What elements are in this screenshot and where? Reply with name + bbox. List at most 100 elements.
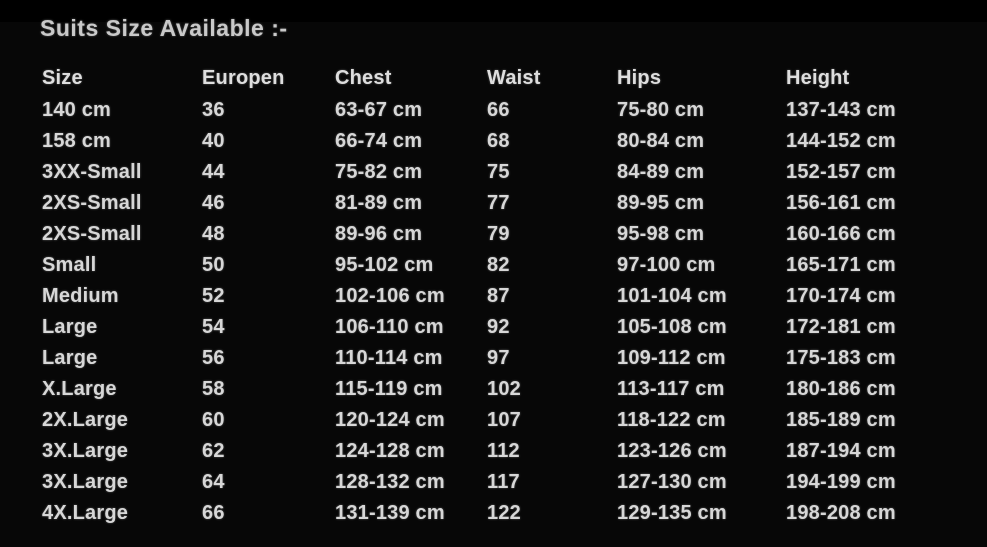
table-cell: 185-189 cm [786,409,896,431]
table-cell: 58 [202,378,225,400]
header-cell: Waist [487,67,541,89]
table-cell: 152-157 cm [786,161,896,183]
table-cell: 158 cm [42,130,112,152]
table-cell: 40 [202,130,225,152]
table-cell: 77 [487,192,510,214]
size-table: Size Europen Chest Waist Hips Height 140 cm 36… [0,62,987,529]
table-cell: 97 [487,347,510,369]
table-cell: 124-128 cm [335,440,445,462]
table-cell: 3X.Large [42,440,129,462]
table-cell: 118-122 cm [617,409,726,431]
header-cell: Hips [617,67,662,89]
table-cell: 180-186 cm [786,378,896,400]
table-row: 4X.Large 66 131-139 cm 122 129-135 cm 198-208… [0,498,987,529]
table-row: 2X.Large 60 120-124 cm 107 118-122 cm 185-189… [0,405,987,436]
table-cell: Large [42,347,98,369]
table-cell: 2X.Large [42,409,129,431]
table-cell: 187-194 cm [786,440,896,462]
table-cell: 120-124 cm [335,409,445,431]
table-row: Small 50 95-102 cm 82 97-100 cm 165-171 cm [0,250,987,281]
table-cell: 50 [202,254,225,276]
table-row: 3XX-Small 44 75-82 cm 75 84-89 cm 152-157 cm [0,157,987,188]
table-cell: 95-98 cm [617,223,705,245]
table-cell: 75 [487,161,510,183]
table-cell: 3X.Large [42,471,129,493]
table-cell: 106-110 cm [335,316,444,338]
table-cell: 102-106 cm [335,285,445,307]
table-row: 3X.Large 62 124-128 cm 112 123-126 cm 187-194… [0,436,987,467]
table-cell: Small [42,254,97,276]
table-cell: 95-102 cm [335,254,434,276]
table-cell: 46 [202,192,225,214]
table-cell: 101-104 cm [617,285,727,307]
table-row: Large 56 110-114 cm 97 109-112 cm 175-183 cm [0,343,987,374]
table-cell: Large [42,316,98,338]
table-cell: 68 [487,130,510,152]
table-cell: 4X.Large [42,502,129,524]
table-cell: Medium [42,285,119,307]
table-cell: 54 [202,316,225,338]
table-cell: 123-126 cm [617,440,727,462]
table-cell: 198-208 cm [786,502,896,524]
table-cell: 140 cm [42,99,112,121]
table-cell: 102 [487,378,521,400]
top-band [0,0,987,22]
table-cell: 160-166 cm [786,223,896,245]
page-title: Suits Size Available :- [40,15,288,41]
table-cell: 137-143 cm [786,99,896,121]
table-cell: 128-132 cm [335,471,445,493]
table-cell: 175-183 cm [786,347,896,369]
table-row: 140 cm 36 63-67 cm 66 75-80 cm 137-143 cm [0,95,987,126]
table-cell: 112 [487,440,520,462]
table-cell: 79 [487,223,510,245]
table-cell: 84-89 cm [617,161,705,183]
table-cell: 2XS-Small [42,223,142,245]
table-cell: 97-100 cm [617,254,716,276]
table-cell: 122 [487,502,521,524]
table-row: 158 cm 40 66-74 cm 68 80-84 cm 144-152 cm [0,126,987,157]
table-cell: 110-114 cm [335,347,443,369]
table-row: Medium 52 102-106 cm 87 101-104 cm 170-174 cm [0,281,987,312]
table-cell: 107 [487,409,521,431]
table-cell: 170-174 cm [786,285,896,307]
table-cell: 75-80 cm [617,99,705,121]
header-cell: Size [42,67,83,89]
table-cell: 144-152 cm [786,130,896,152]
table-cell: 3XX-Small [42,161,142,183]
table-cell: 64 [202,471,225,493]
table-cell: 89-96 cm [335,223,423,245]
table-cell: 36 [202,99,225,121]
table-cell: 60 [202,409,225,431]
table-cell: 89-95 cm [617,192,705,214]
table-cell: 156-161 cm [786,192,896,214]
table-cell: 113-117 cm [617,378,725,400]
table-row: 2XS-Small 48 89-96 cm 79 95-98 cm 160-166 cm [0,219,987,250]
table-cell: 82 [487,254,510,276]
table-cell: 131-139 cm [335,502,445,524]
table-cell: 80-84 cm [617,130,705,152]
table-cell: 63-67 cm [335,99,423,121]
header-cell: Europen [202,67,285,89]
table-row: 3X.Large 64 128-132 cm 117 127-130 cm 194-199… [0,467,987,498]
table-row: 2XS-Small 46 81-89 cm 77 89-95 cm 156-161 cm [0,188,987,219]
header-cell: Chest [335,67,392,89]
table-cell: 92 [487,316,510,338]
table-cell: 75-82 cm [335,161,423,183]
table-row: Large 54 106-110 cm 92 105-108 cm 172-181 cm [0,312,987,343]
table-cell: 48 [202,223,225,245]
table-cell: 115-119 cm [335,378,443,400]
table-cell: 66 [202,502,225,524]
table-cell: X.Large [42,378,117,400]
table-cell: 44 [202,161,225,183]
table-cell: 172-181 cm [786,316,896,338]
table-header-row: Size Europen Chest Waist Hips Height [0,62,987,95]
table-row: X.Large 58 115-119 cm 102 113-117 cm 180-186 … [0,374,987,405]
table-cell: 127-130 cm [617,471,727,493]
table-cell: 117 [487,471,520,493]
table-cell: 66-74 cm [335,130,423,152]
table-cell: 105-108 cm [617,316,727,338]
table-cell: 129-135 cm [617,502,727,524]
table-cell: 81-89 cm [335,192,423,214]
table-cell: 62 [202,440,225,462]
